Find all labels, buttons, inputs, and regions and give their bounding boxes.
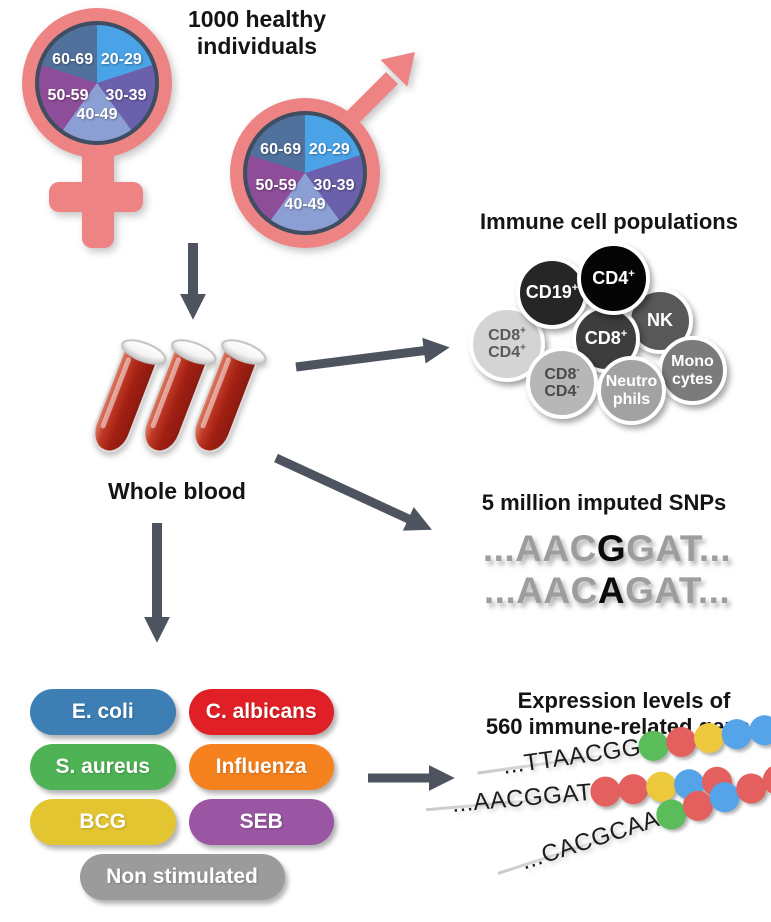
gene-dot-red (588, 775, 622, 808)
stimulation-conditions: E. coli C. albicans S. aureus Influenza BCG S… (30, 689, 334, 900)
cell-population-cd4pos: CD4+ (577, 242, 650, 315)
gene-sequence-text: ...TTAACGG (501, 733, 643, 780)
age-group-label: 60-69 (260, 140, 302, 158)
snp-variant-allele: G (596, 528, 627, 569)
age-group-label: 50-59 (47, 86, 89, 104)
age-group-label: 30-39 (313, 176, 355, 194)
cell-population-cd19pos: CD19+ (516, 257, 588, 329)
gene-sequence-text: ...CACGCAA (517, 805, 663, 876)
cell-population-monocytes: Mono cytes (658, 336, 727, 405)
stimulus-pill-non-stimulated: Non stimulated (79, 854, 285, 900)
snps-heading: 5 million imputed SNPs (481, 490, 727, 515)
arrow-blood-to-cells (295, 337, 450, 372)
snp-seq-pre: ...AAC (482, 528, 597, 569)
age-group-label: 40-49 (284, 196, 326, 214)
stimulus-pill-e-coli: E. coli (30, 689, 176, 735)
female-symbol: 20-29 30-39 40-49 50-59 60-69 (22, 8, 174, 250)
cohort-heading-line1: 1000 healthy (187, 6, 327, 32)
blood-tubes (86, 334, 312, 468)
male-age-pie: 20-29 30-39 40-49 50-59 60-69 (243, 111, 367, 235)
snp-seq-pre: ...AAC (483, 570, 598, 611)
cell-population-neutrophils: Neutro phils (597, 356, 666, 425)
stimulus-pill-c-albicans: C. albicans (188, 689, 334, 735)
gene-dot-blue (747, 713, 771, 748)
stimulus-pill-influenza: Influenza (188, 744, 334, 790)
female-age-pie: 20-29 30-39 40-49 50-59 60-69 (35, 21, 159, 145)
snp-seq-post: GAT... (626, 528, 732, 569)
cell-population-cd8pos-cd4pos: CD8+ CD4+ (469, 306, 545, 382)
cohort-heading-line2: individuals (196, 33, 318, 59)
female-cross-bar (49, 182, 143, 212)
age-group-label: 20-29 (308, 140, 350, 158)
gene-dot-red (664, 724, 699, 759)
expression-heading-line1: Expression levels of (517, 688, 731, 713)
stimulus-pill-bcg: BCG (30, 799, 176, 845)
gene-dot-blue (719, 717, 754, 752)
gene-dot-red (616, 772, 650, 806)
age-group-label: 50-59 (255, 176, 297, 194)
age-group-label: 30-39 (105, 86, 147, 104)
male-symbol: 20-29 30-39 40-49 50-59 60-69 (225, 40, 430, 255)
stimulus-pill-seb: SEB (188, 799, 334, 845)
age-group-label: 20-29 (100, 50, 142, 68)
cell-population-cd8neg-cd4neg: CD8- CD4- (526, 347, 598, 419)
stimulus-pill-s-aureus: S. aureus (30, 744, 176, 790)
age-group-label: 40-49 (76, 106, 118, 124)
gene-sequence-text: ...AACGGAT (450, 778, 594, 818)
cohort-heading: 1000 healthy individuals (188, 6, 326, 60)
snp-seq-post: GAT... (625, 570, 731, 611)
snp-sequence-alternate: ...AACAGAT... (484, 570, 730, 612)
gene-dot-yellow (692, 721, 727, 755)
cell-population-nk: NK (627, 288, 693, 354)
snp-sequence-reference: ...AACGGAT... (483, 528, 731, 570)
whole-blood-label: Whole blood (108, 478, 246, 504)
age-group-label: 60-69 (52, 50, 94, 68)
cell-population-cd8pos: CD8+ (572, 305, 640, 373)
immune-cells-heading: Immune cell populations (480, 209, 738, 234)
snp-variant-allele: A (597, 570, 626, 611)
